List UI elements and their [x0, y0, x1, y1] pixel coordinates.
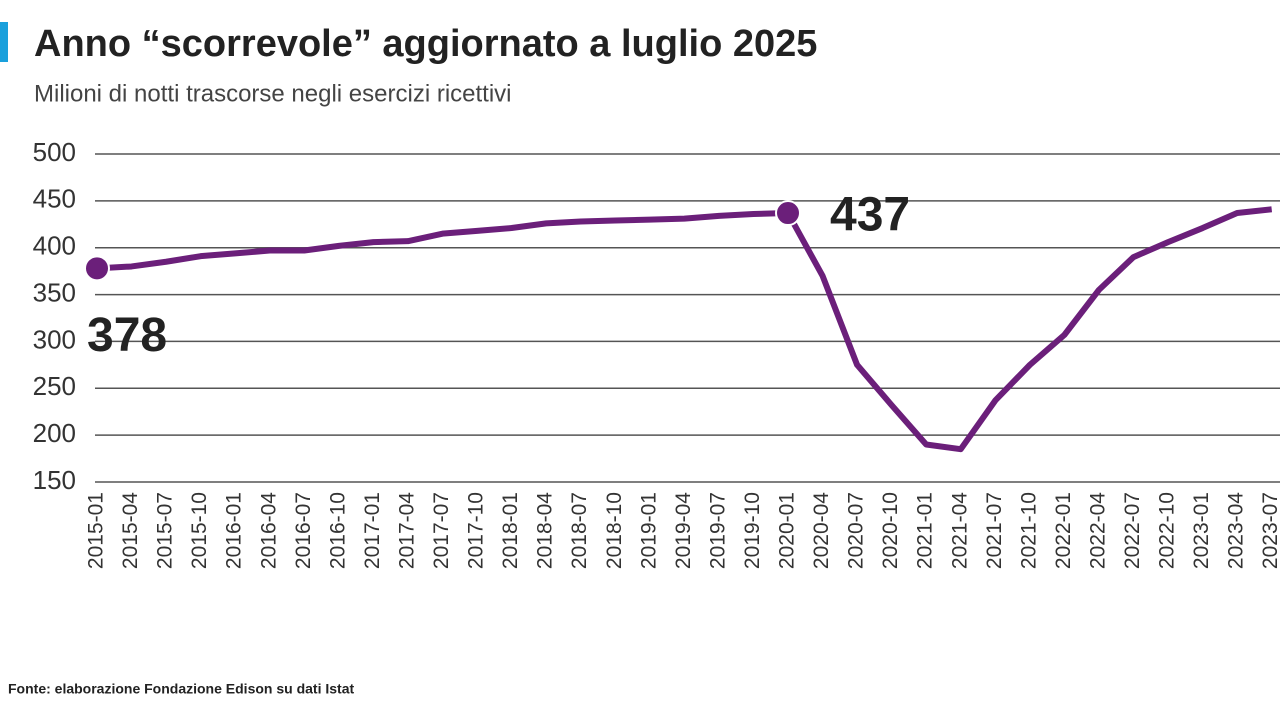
- x-tick-label: 2020-04: [810, 492, 833, 569]
- y-tick-label: 500: [33, 137, 76, 167]
- x-tick-label: 2017-07: [430, 492, 453, 569]
- x-tick-label: 2021-04: [948, 492, 971, 569]
- y-tick-label: 400: [33, 231, 76, 261]
- x-tick-label: 2015-10: [188, 492, 211, 569]
- x-tick-label: 2015-07: [154, 492, 177, 569]
- x-tick-label: 2017-01: [361, 492, 384, 569]
- x-tick-label: 2016-04: [257, 492, 280, 569]
- highlight-dot: [775, 200, 801, 227]
- highlight-dot: [84, 255, 110, 282]
- x-tick-label: 2018-01: [499, 492, 522, 569]
- x-tick-label: 2022-04: [1086, 492, 1109, 569]
- x-tick-label: 2018-04: [534, 492, 557, 569]
- x-tick-label: 2022-07: [1121, 492, 1144, 569]
- x-tick-label: 2020-10: [879, 492, 902, 569]
- y-tick-label: 450: [33, 184, 76, 214]
- x-tick-label: 2019-04: [672, 492, 695, 569]
- x-tick-label: 2016-01: [223, 492, 246, 569]
- x-tick-label: 2021-01: [914, 492, 937, 569]
- x-tick-label: 2019-10: [741, 492, 764, 569]
- x-tick-label: 2019-07: [706, 492, 729, 569]
- y-tick-label: 300: [33, 324, 76, 354]
- x-tick-label: 2023-04: [1225, 492, 1248, 569]
- x-tick-label: 2020-07: [845, 492, 868, 569]
- x-tick-label: 2018-10: [603, 492, 626, 569]
- x-tick-label: 2021-10: [1017, 492, 1040, 569]
- y-tick-label: 150: [33, 465, 76, 495]
- x-tick-label: 2017-04: [395, 492, 418, 569]
- x-tick-label: 2016-10: [326, 492, 349, 569]
- x-tick-label: 2020-01: [776, 492, 799, 569]
- x-tick-label: 2023-07: [1259, 492, 1280, 569]
- data-line: [96, 206, 1273, 453]
- y-tick-label: 350: [33, 277, 76, 307]
- chart-subtitle: Milioni di notti trascorse negli eserciz…: [34, 80, 512, 107]
- x-tick-label: 2016-07: [292, 492, 315, 569]
- y-tick-label: 250: [33, 371, 76, 401]
- chart-title: Anno “scorrevole” aggiornato a luglio 20…: [34, 23, 817, 65]
- x-tick-label: 2018-07: [568, 492, 591, 569]
- source-note: Fonte: elaborazione Fondazione Edison su…: [8, 681, 354, 697]
- x-tick-label: 2015-01: [85, 492, 108, 569]
- y-tick-label: 200: [33, 418, 76, 448]
- x-tick-label: 2022-01: [1052, 492, 1075, 569]
- x-tick-label: 2023-01: [1190, 492, 1213, 569]
- annotation-label: 378: [87, 309, 167, 362]
- annotation-label: 437: [830, 189, 910, 242]
- x-tick-label: 2017-10: [465, 492, 488, 569]
- x-tick-label: 2015-04: [119, 492, 142, 569]
- x-tick-label: 2019-01: [637, 492, 660, 569]
- title-accent: [0, 22, 8, 62]
- x-tick-label: 2021-07: [983, 492, 1006, 569]
- x-tick-label: 2022-10: [1156, 492, 1179, 569]
